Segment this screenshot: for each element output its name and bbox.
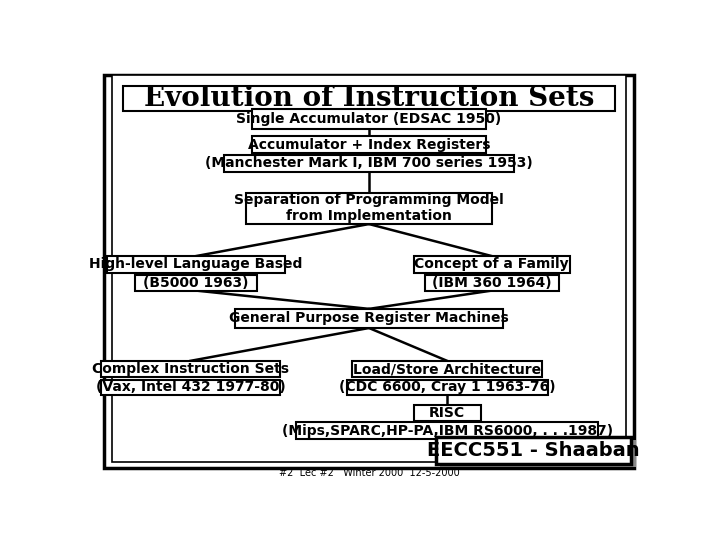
Text: Evolution of Instruction Sets: Evolution of Instruction Sets [144, 85, 594, 112]
Text: Load/Store Architecture: Load/Store Architecture [353, 362, 541, 376]
Bar [235, 309, 503, 328]
Text: High-level Language Based: High-level Language Based [89, 258, 302, 272]
Text: RISC: RISC [429, 406, 465, 420]
Bar [436, 437, 631, 464]
Bar [107, 256, 285, 273]
Text: (B5000 1963): (B5000 1963) [143, 276, 249, 289]
Text: (CDC 6600, Cray 1 1963-76): (CDC 6600, Cray 1 1963-76) [339, 381, 555, 394]
Text: Separation of Programming Model
from Implementation: Separation of Programming Model from Imp… [234, 193, 504, 224]
Text: EECC551 - Shaaban: EECC551 - Shaaban [427, 441, 640, 460]
Bar [246, 193, 492, 224]
Text: Accumulator + Index Registers: Accumulator + Index Registers [248, 138, 490, 152]
Text: (IBM 360 1964): (IBM 360 1964) [432, 276, 552, 289]
Text: Single Accumulator (EDSAC 1950): Single Accumulator (EDSAC 1950) [236, 112, 502, 126]
Bar [414, 405, 481, 421]
Bar [347, 380, 548, 395]
Bar [413, 256, 570, 273]
Bar [101, 361, 279, 377]
Bar [135, 275, 258, 291]
Text: (Vax, Intel 432 1977-80): (Vax, Intel 432 1977-80) [96, 381, 285, 394]
Bar [101, 380, 279, 395]
Text: (Mips,SPARC,HP-PA,IBM RS6000, . . .1987): (Mips,SPARC,HP-PA,IBM RS6000, . . .1987) [282, 424, 613, 438]
Bar [124, 85, 615, 111]
Bar [252, 136, 486, 153]
Bar [224, 155, 514, 172]
Text: (Manchester Mark I, IBM 700 series 1953): (Manchester Mark I, IBM 700 series 1953) [205, 157, 533, 170]
Text: General Purpose Register Machines: General Purpose Register Machines [229, 312, 509, 326]
Text: Complex Instruction Sets: Complex Instruction Sets [92, 362, 289, 376]
Bar [425, 275, 559, 291]
Bar [352, 361, 542, 377]
Bar [441, 440, 636, 467]
Text: #2  Lec #2   Winter 2000  12-5-2000: #2 Lec #2 Winter 2000 12-5-2000 [279, 468, 459, 478]
Bar [252, 109, 486, 129]
Bar [297, 422, 598, 439]
Text: Concept of a Family: Concept of a Family [415, 258, 569, 272]
